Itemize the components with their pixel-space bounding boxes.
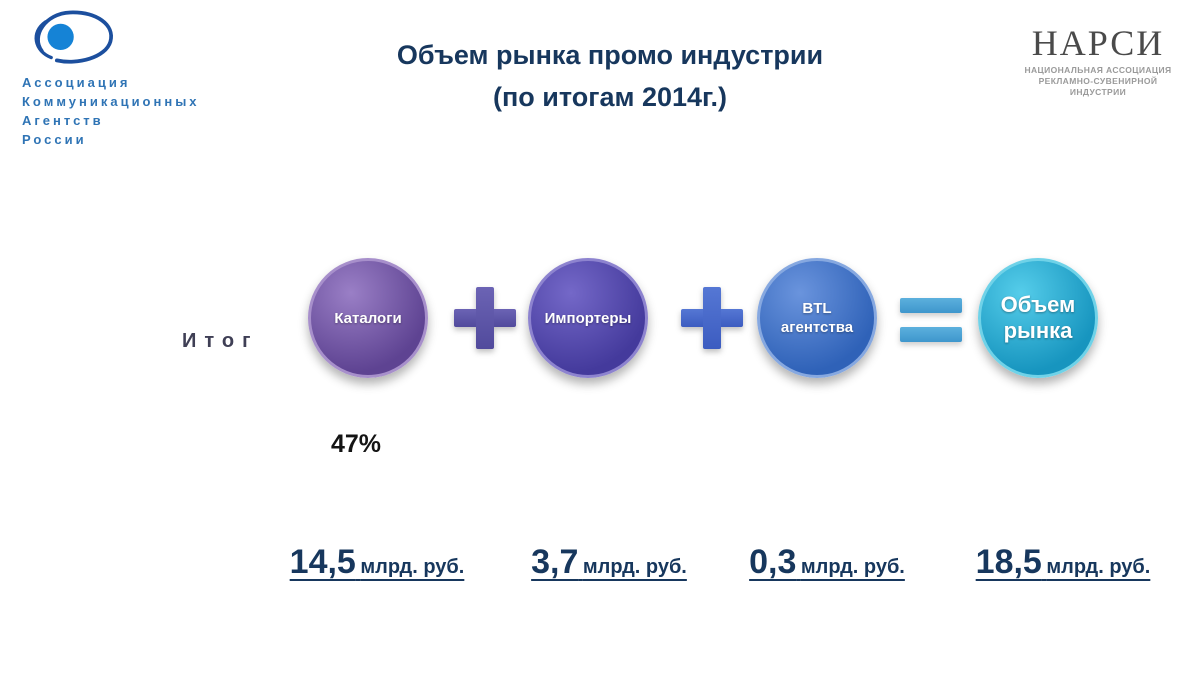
value-unit: млрд. руб.	[800, 556, 905, 578]
value-obem-rynka: 18,5 млрд. руб.	[948, 543, 1178, 582]
value-unit: млрд. руб.	[360, 556, 465, 578]
value-katalogi: 14,5 млрд. руб.	[262, 543, 492, 582]
value-importery: 3,7 млрд. руб.	[494, 543, 724, 582]
circle-importery-label: Импортеры	[544, 309, 632, 327]
narsi-subtitle: НАЦИОНАЛЬНАЯ АССОЦИАЦИЯ РЕКЛАМНО-СУВЕНИР…	[1008, 65, 1188, 98]
akar-logo: Ассоциация Коммуникационных Агентств Рос…	[22, 4, 242, 149]
circle-katalogi-label: Каталоги	[334, 309, 402, 327]
value-number: 3,7	[531, 543, 579, 581]
akar-line: России	[22, 132, 87, 147]
narsi-wordmark: НАРСИ	[1031, 23, 1165, 63]
share-katalogi: 47%	[331, 430, 382, 458]
circle-obem-rynka: Объем рынка	[978, 258, 1098, 378]
circle-btl-agentstva: BTL агентства	[757, 258, 877, 378]
plus-bar	[703, 287, 721, 349]
akar-line: Коммуникационных	[22, 94, 200, 109]
circle-btl-label: BTL агентства	[780, 300, 854, 336]
akar-line: Агентств	[22, 113, 104, 128]
equals-icon	[900, 296, 962, 344]
value-unit: млрд. руб.	[582, 556, 687, 578]
plus-icon	[454, 287, 516, 349]
plus-icon	[681, 287, 743, 349]
slide-title-line1: Объем рынка промо индустрии	[396, 40, 824, 70]
equals-bar	[900, 327, 962, 342]
value-unit: млрд. руб.	[1046, 556, 1151, 578]
slide-title: Объем рынка промо индустрии (по итогам 2…	[310, 34, 910, 118]
value-number: 14,5	[289, 543, 356, 581]
circle-obem-rynka-label: Объем рынка	[1000, 292, 1076, 343]
circle-importery: Импортеры	[528, 258, 648, 378]
circle-katalogi: Каталоги	[308, 258, 428, 378]
row-label-itog: Итог	[182, 330, 259, 352]
akar-logo-text: Ассоциация Коммуникационных Агентств Рос…	[22, 73, 242, 149]
equals-bar	[900, 298, 962, 313]
narsi-logo: НАРСИ НАЦИОНАЛЬНАЯ АССОЦИАЦИЯ РЕКЛАМНО-С…	[1008, 24, 1188, 98]
value-number: 18,5	[975, 543, 1042, 581]
plus-bar	[476, 287, 494, 349]
akar-swirl-icon	[34, 10, 113, 64]
akar-line: Ассоциация	[22, 75, 131, 90]
narsi-subtitle-line: РЕКЛАМНО-СУВЕНИРНОЙ	[1038, 76, 1158, 86]
value-btl: 0,3 млрд. руб.	[712, 543, 942, 582]
narsi-subtitle-line: НАЦИОНАЛЬНАЯ АССОЦИАЦИЯ	[1024, 65, 1172, 75]
narsi-subtitle-line: ИНДУСТРИИ	[1069, 87, 1127, 97]
value-number: 0,3	[749, 543, 797, 581]
slide-title-line2: (по итогам 2014г.)	[492, 82, 728, 112]
